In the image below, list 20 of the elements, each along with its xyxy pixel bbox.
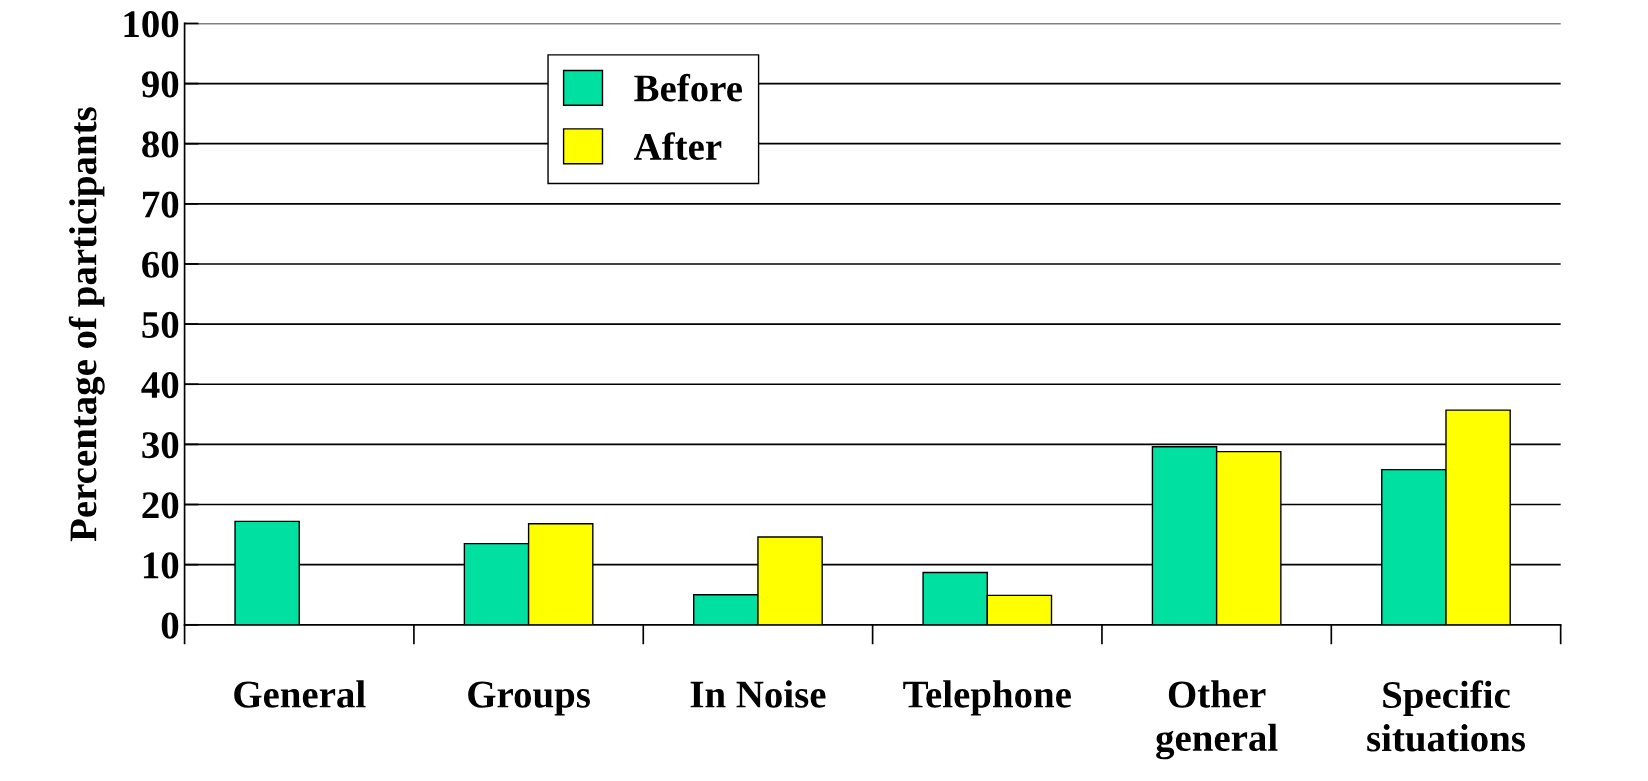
x-tick-label: Other general — [1156, 680, 1278, 760]
y-tick-label: 80 — [142, 131, 179, 158]
x-tick-label: General — [234, 680, 366, 708]
y-tick-label: 100 — [124, 11, 179, 38]
y-axis-title: Percentage of participants — [68, 107, 105, 542]
legend-label: Before — [634, 73, 743, 102]
y-tick-label: 20 — [142, 492, 179, 519]
x-tick-label: Groups — [468, 681, 590, 716]
y-tick-label: 30 — [142, 432, 179, 459]
y-tick-label: 70 — [143, 191, 179, 218]
x-tick-label: Specific situations — [1367, 680, 1525, 752]
y-tick-label: 40 — [141, 371, 179, 399]
y-tick-label: 50 — [142, 311, 179, 338]
y-tick-label: 90 — [141, 71, 179, 98]
y-tick-label: 60 — [142, 251, 179, 278]
legend-label: After — [633, 132, 722, 161]
x-tick-label: In Noise — [690, 680, 826, 708]
y-tick-label: 10 — [143, 552, 179, 579]
x-tick-label: Telephone — [903, 680, 1071, 716]
y-tick-label: 0 — [161, 612, 179, 639]
